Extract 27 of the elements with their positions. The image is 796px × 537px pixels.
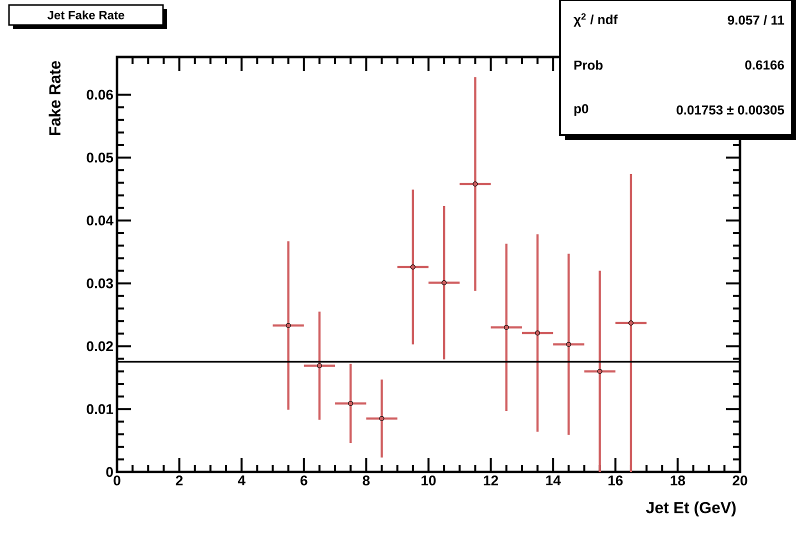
y-tick-label: 0.01 [86,404,114,414]
annotation: p0 [574,104,588,116]
x-tick-label: 8 [362,476,370,486]
x-tick-label: 4 [238,476,246,486]
y-tick-label: 0.06 [86,90,113,100]
y-tick-label: 0 [106,467,113,477]
x-tick-label: 14 [546,476,561,486]
text: χ$^{2}$ / ndf [574,13,618,27]
y-tick-label: 0.05 [86,152,114,163]
x-tick-label: 12 [484,476,498,486]
x-tick-label: 20 [732,476,748,486]
x-tick-label: 6 [300,476,308,486]
y-tick-label: 0.04 [86,216,114,226]
x-tick-label: 10 [422,476,436,486]
x-tick-label: 0 [114,476,120,486]
x-tick-label: 18 [670,476,686,486]
x-tick-label: 2 [176,476,183,486]
annotation: Prob [574,60,603,70]
x-tick-label: 16 [608,476,623,486]
text: 0.6166 [745,60,784,70]
x-axis-title: Jet Et (GeV) [646,502,736,516]
y-tick-label: 0.03 [86,278,113,288]
y-tick-label: 0.02 [86,341,113,352]
chart-title: Jet Fake Rate [48,10,124,20]
annotation: 0.01753 ± 0.00305 [676,105,784,115]
y-axis-title: Fake Rate [48,61,61,136]
text: 9.057 / 11 [728,15,784,25]
